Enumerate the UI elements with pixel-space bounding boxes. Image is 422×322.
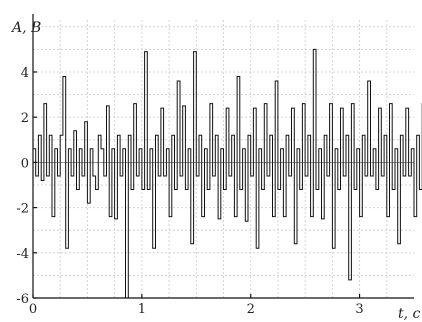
x-tick-label: 0 [29,302,37,317]
y-tick-label: -6 [16,292,29,307]
x-tick-label: 1 [138,302,146,317]
x-tick-labels: 0 1 2 3 [29,294,364,317]
x-axis-label: t, c [398,306,421,322]
y-tick-label: 4 [21,66,29,81]
y-tick-label: 2 [21,111,29,126]
signal-series-line [33,48,422,299]
y-tick-label: -4 [16,247,29,262]
x-tick-label: 2 [247,302,255,317]
x-tick-label: 3 [355,302,363,317]
y-tick-label: -2 [16,202,29,217]
y-tick-labels: -6 -4 -2 0 2 4 [16,66,37,307]
y-axis-label: A, В [10,20,41,36]
y-tick-label: 0 [21,156,29,171]
